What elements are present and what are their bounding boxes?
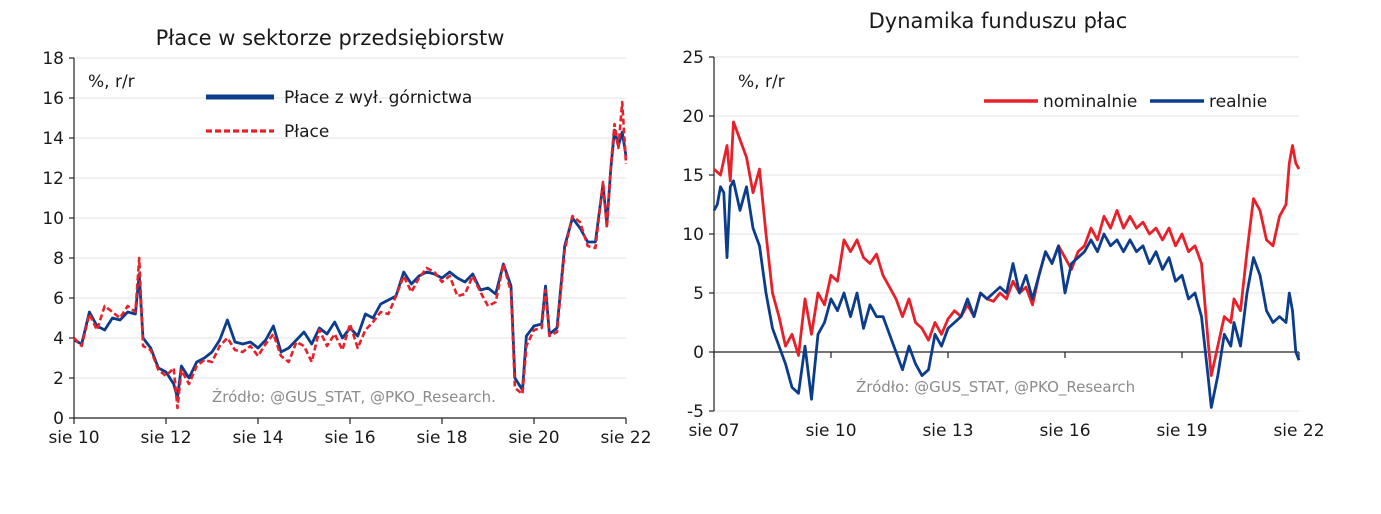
legend-label-place: Płace bbox=[284, 122, 329, 142]
series-line-0 bbox=[713, 120, 1301, 377]
chart-left-source-note: Źródło: @GUS_STAT, @PKO_Research. bbox=[212, 387, 496, 407]
x-tick-label: sie 13 bbox=[922, 421, 973, 441]
y-tick-label: 25 bbox=[682, 48, 704, 68]
chart-left: Płace w sektorze przedsiębiorstw 0 2 4 6 8 10… bbox=[42, 26, 651, 448]
x-tick-label: sie 10 bbox=[805, 421, 856, 441]
chart-right-yticks: -5 0 5 10 15 20 25 bbox=[682, 48, 714, 422]
y-tick-label: 8 bbox=[53, 249, 64, 269]
chart-left-unit-label: %, r/r bbox=[88, 72, 135, 92]
x-tick-label: sie 07 bbox=[688, 421, 739, 441]
chart-left-legend: Płace z wył. górnictwa Płace bbox=[206, 88, 472, 142]
chart-left-yticks: 0 2 4 6 8 10 12 14 16 18 bbox=[42, 49, 74, 429]
series-line-1 bbox=[712, 179, 1301, 409]
x-tick-label: sie 22 bbox=[1273, 421, 1324, 441]
chart-left-grid bbox=[74, 57, 626, 379]
y-tick-label: 16 bbox=[42, 89, 64, 109]
series-line-1 bbox=[73, 100, 628, 410]
chart-right-title: Dynamika funduszu płac bbox=[869, 9, 1128, 33]
chart-right: Dynamika funduszu płac -5 0 5 10 15 20 25 sie … bbox=[682, 9, 1324, 441]
y-tick-label: 4 bbox=[53, 329, 64, 349]
y-tick-label: 5 bbox=[693, 284, 704, 304]
x-tick-label: sie 19 bbox=[1156, 421, 1207, 441]
y-tick-label: 15 bbox=[682, 166, 704, 186]
y-tick-label: 10 bbox=[42, 209, 64, 229]
y-tick-label: 10 bbox=[682, 225, 704, 245]
chart-left-xticks: sie 10 sie 12 sie 14 sie 16 sie 18 sie 20 sie … bbox=[48, 418, 652, 448]
y-tick-label: 6 bbox=[53, 289, 64, 309]
legend-label-realnie: realnie bbox=[1209, 92, 1267, 112]
y-tick-label: 18 bbox=[42, 49, 64, 69]
legend-label-nominalnie: nominalnie bbox=[1043, 92, 1137, 112]
chart-right-xticks: sie 07 sie 10 sie 13 sie 16 sie 19 sie 22 bbox=[688, 352, 1325, 441]
x-tick-label: sie 10 bbox=[48, 428, 99, 448]
legend-label-placezwyl: Płace z wył. górnictwa bbox=[284, 88, 472, 108]
x-tick-label: sie 16 bbox=[324, 428, 375, 448]
y-tick-label: 0 bbox=[53, 409, 64, 429]
x-tick-label: sie 22 bbox=[600, 428, 651, 448]
y-tick-label: 0 bbox=[693, 343, 704, 363]
x-tick-label: sie 20 bbox=[508, 428, 559, 448]
chart-right-source-note: Źródło: @GUS_STAT, @PKO_Research bbox=[856, 377, 1135, 397]
y-tick-label: 20 bbox=[682, 107, 704, 127]
y-tick-label: -5 bbox=[687, 402, 704, 422]
x-tick-label: sie 14 bbox=[232, 428, 283, 448]
chart-right-unit-label: %, r/r bbox=[738, 72, 785, 92]
chart-left-series bbox=[73, 100, 628, 410]
chart-left-title: Płace w sektorze przedsiębiorstw bbox=[156, 26, 505, 50]
y-tick-label: 2 bbox=[53, 369, 64, 389]
x-tick-label: sie 16 bbox=[1039, 421, 1090, 441]
y-tick-label: 12 bbox=[42, 169, 64, 189]
x-tick-label: sie 12 bbox=[140, 428, 191, 448]
chart-right-series bbox=[712, 120, 1301, 409]
chart-right-legend: nominalnie realnie bbox=[984, 92, 1267, 112]
x-tick-label: sie 18 bbox=[416, 428, 467, 448]
series-line-0 bbox=[73, 128, 628, 400]
y-tick-label: 14 bbox=[42, 129, 64, 149]
